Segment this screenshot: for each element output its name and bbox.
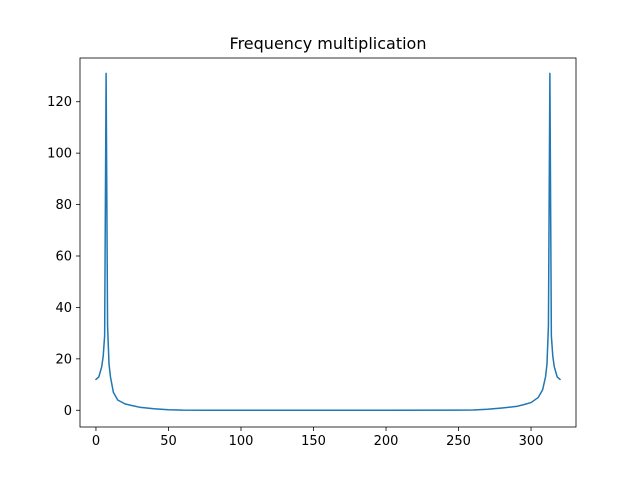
plot-area — [95, 72, 561, 411]
series-line-0 — [95, 72, 561, 411]
y-tick-label: 20 — [55, 352, 72, 367]
y-tick-label: 120 — [47, 95, 72, 110]
x-tick-label: 200 — [374, 434, 399, 449]
x-tick-label: 150 — [301, 434, 326, 449]
y-tick-label: 0 — [64, 404, 72, 419]
axes-frame — [79, 57, 577, 428]
y-tick-label: 80 — [55, 198, 72, 213]
y-tick-label: 60 — [55, 250, 72, 265]
y-tick-label: 100 — [47, 147, 72, 162]
y-tick-label: 40 — [55, 301, 72, 316]
x-tick-label: 0 — [92, 434, 100, 449]
axes: 0 50 100 150 200 250 300 0 20 40 60 80 100 120 — [47, 57, 577, 449]
x-tick-label: 250 — [446, 434, 471, 449]
x-tick-label: 50 — [160, 434, 177, 449]
x-tick-label: 100 — [229, 434, 254, 449]
chart-title: Frequency multiplication — [230, 34, 427, 53]
x-tick-label: 300 — [519, 434, 544, 449]
